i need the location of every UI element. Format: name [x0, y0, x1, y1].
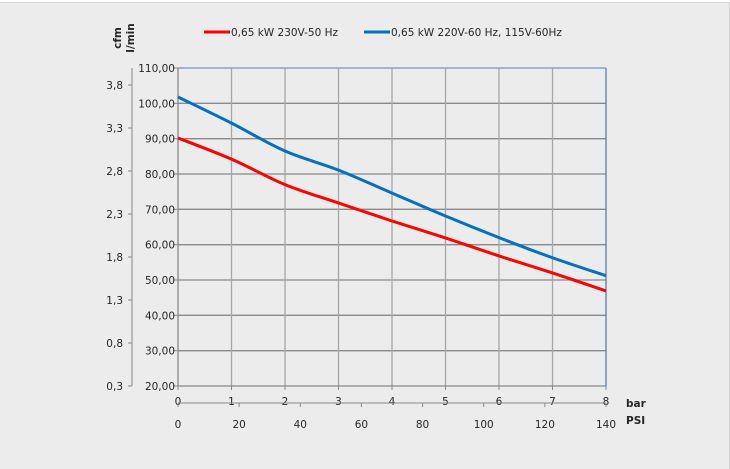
y-primary-tick-label: 30,00 — [145, 346, 175, 358]
y-primary-tick-label: 80,00 — [145, 169, 175, 181]
legend-label-230v-50hz: 0,65 kW 230V-50 Hz — [231, 27, 339, 39]
y-secondary-tick-label: 2,3 — [106, 209, 123, 221]
x-primary-tick-label: 0 — [175, 396, 182, 408]
series-lines — [177, 95, 607, 293]
y-secondary-tick-label: 0,3 — [106, 381, 123, 393]
x-secondary-axis-label: PSI — [626, 415, 645, 427]
grid — [178, 67, 607, 386]
y-secondary-axis-label: cfm — [112, 27, 124, 49]
x-secondary-tick-label: 40 — [294, 419, 307, 431]
x-secondary-tick-label: 80 — [416, 419, 429, 431]
legend: 0,65 kW 230V-50 Hz 0,65 kW 220V-60 Hz, 1… — [204, 27, 562, 39]
x-primary-axis-label: bar — [626, 398, 647, 410]
legend-label-220v-60hz-115v-60hz: 0,65 kW 220V-60 Hz, 115V-60Hz — [391, 27, 562, 39]
x-primary-tick-label: 1 — [228, 396, 235, 408]
x-primary-tick-label: 8 — [603, 396, 610, 408]
y-primary-tick-label: 60,00 — [145, 240, 175, 252]
axes: 20,00 30,00 40,00 50,00 60,00 70,00 80,00 90,00… — [106, 63, 616, 431]
x-primary-tick-label: 4 — [389, 396, 396, 408]
x-primary-tick-label: 5 — [442, 396, 449, 408]
y-primary-tick-label: 110,00 — [138, 63, 175, 75]
y-primary-tick-label: 40,00 — [145, 310, 175, 322]
x-secondary-tick-label: 60 — [355, 419, 368, 431]
y-primary-tick-label: 100,00 — [138, 98, 175, 110]
y-primary-tick-label: 70,00 — [145, 204, 175, 216]
y-primary-tick-label: 50,00 — [145, 275, 175, 287]
x-secondary-tick-label: 0 — [175, 419, 182, 431]
x-primary-tick-label: 7 — [549, 396, 556, 408]
x-primary-tick-label: 6 — [496, 396, 503, 408]
y-secondary-tick-label: 1,8 — [106, 252, 123, 264]
x-primary-tick-label: 2 — [282, 396, 289, 408]
y-primary-tick-label: 20,00 — [145, 381, 175, 393]
y-secondary-tick-label: 0,8 — [106, 338, 123, 350]
x-secondary-tick-label: 120 — [535, 419, 555, 431]
x-secondary-tick-label: 20 — [232, 419, 245, 431]
y-primary-tick-label: 90,00 — [145, 134, 175, 146]
x-primary-tick-label: 3 — [335, 396, 342, 408]
y-primary-axis-label: l/min — [125, 23, 137, 52]
y-secondary-tick-label: 3,8 — [106, 80, 123, 92]
y-secondary-tick-label: 3,3 — [106, 123, 123, 135]
x-secondary-tick-label: 100 — [474, 419, 494, 431]
y-secondary-tick-label: 2,8 — [106, 166, 123, 178]
y-secondary-tick-label: 1,3 — [106, 295, 123, 307]
x-secondary-tick-label: 140 — [596, 419, 616, 431]
